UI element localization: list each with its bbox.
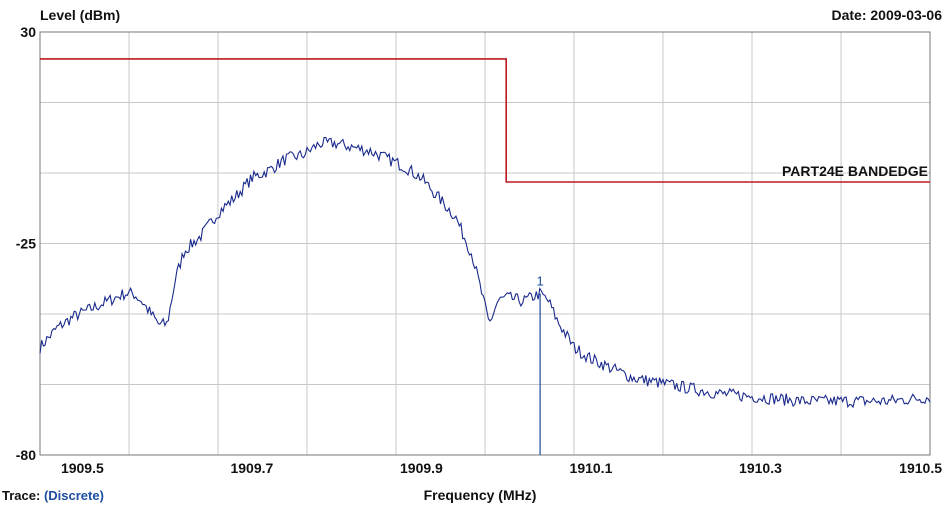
x-tick-labels: 1909.5 1909.7 1909.9 1910.1 1910.3 1910.5 bbox=[61, 460, 942, 476]
y-tick-label: -25 bbox=[16, 236, 36, 252]
bandedge-limit-line bbox=[40, 58, 930, 183]
plot-border bbox=[39, 31, 931, 456]
y-tick-label: -80 bbox=[16, 447, 36, 463]
x-tick-label: 1909.9 bbox=[400, 460, 443, 476]
trace-info: Trace: (Discrete) bbox=[2, 488, 104, 503]
grid bbox=[40, 32, 930, 455]
y-axis-label: Level (dBm) bbox=[40, 7, 120, 23]
x-tick-label: 1910.5 bbox=[899, 460, 942, 476]
y-tick-label: 30 bbox=[20, 24, 36, 40]
marker-group: 1 bbox=[536, 273, 544, 455]
limit-line-group bbox=[40, 58, 930, 183]
trace-label: Trace: bbox=[2, 488, 41, 503]
spectrum-trace-line bbox=[39, 136, 931, 409]
trace-group bbox=[39, 136, 931, 409]
x-tick-label: 1909.7 bbox=[230, 460, 273, 476]
x-tick-label: 1910.1 bbox=[570, 460, 613, 476]
x-axis-label: Frequency (MHz) bbox=[424, 487, 537, 503]
x-tick-label: 1909.5 bbox=[61, 460, 104, 476]
x-tick-label: 1910.3 bbox=[739, 460, 782, 476]
trace-mode: (Discrete) bbox=[43, 488, 104, 503]
marker-label: 1 bbox=[536, 273, 543, 288]
limit-label: PART24E BANDEDGE bbox=[782, 163, 928, 179]
date-label: Date: 2009-03-06 bbox=[831, 7, 942, 23]
y-tick-labels: 30 -25 -80 bbox=[16, 24, 36, 463]
